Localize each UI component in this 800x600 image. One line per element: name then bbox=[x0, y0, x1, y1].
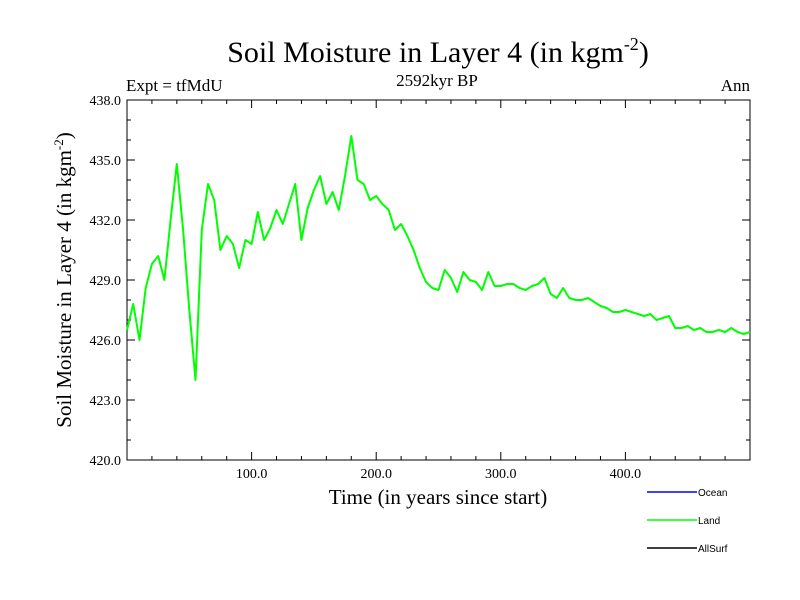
y-tick-label: 426.0 bbox=[90, 334, 122, 349]
x-tick-label: 100.0 bbox=[236, 467, 268, 482]
x-tick-label: 400.0 bbox=[610, 467, 642, 482]
y-tick-label: 423.0 bbox=[90, 394, 122, 409]
legend: Ocean Land AllSurf bbox=[647, 488, 728, 555]
series-layer bbox=[126, 135, 751, 381]
y-tick-label: 438.0 bbox=[90, 94, 122, 109]
season-label: Ann bbox=[721, 76, 751, 95]
x-tick-label: 300.0 bbox=[485, 467, 517, 482]
x-axis-label: Time (in years since start) bbox=[329, 485, 548, 509]
chart-title: Soil Moisture in Layer 4 (in kgm-2) bbox=[227, 34, 649, 69]
x-tick-label: 200.0 bbox=[360, 467, 392, 482]
plot-frame bbox=[126, 99, 751, 461]
legend-label-allsurf: AllSurf bbox=[698, 544, 728, 555]
legend-label-ocean: Ocean bbox=[698, 488, 727, 499]
experiment-label: Expt = tfMdU bbox=[126, 76, 222, 95]
y-tick-label: 435.0 bbox=[90, 154, 122, 169]
tick-labels: 100.0 200.0 300.0 400.0 420.0 423.0 426.0 429.0… bbox=[90, 94, 642, 482]
chart-subtitle: 2592kyr BP bbox=[396, 71, 478, 90]
y-tick-label: 420.0 bbox=[90, 454, 122, 469]
series-line-land bbox=[126, 135, 751, 381]
y-tick-label: 432.0 bbox=[90, 214, 122, 229]
legend-label-land: Land bbox=[698, 516, 720, 527]
axis-ticks bbox=[127, 99, 750, 461]
y-tick-label: 429.0 bbox=[90, 274, 122, 289]
y-axis-label: Soil Moisture in Layer 4 (in kgm-2) bbox=[51, 132, 76, 427]
